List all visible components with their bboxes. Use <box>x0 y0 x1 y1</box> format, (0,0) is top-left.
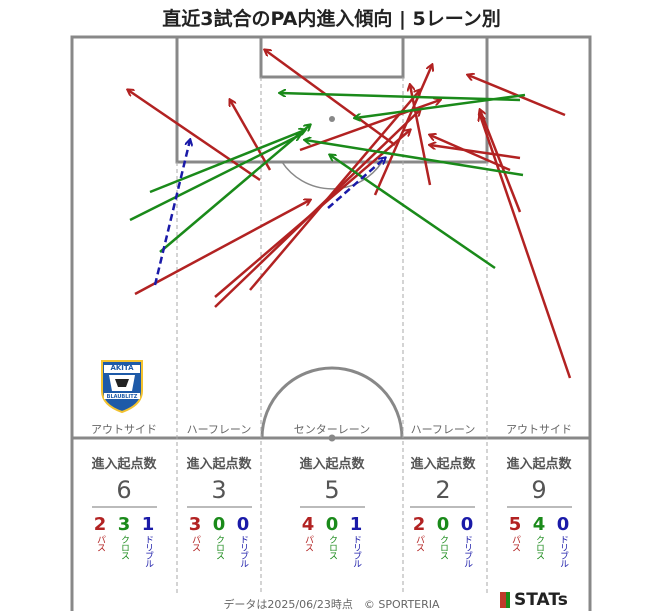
pass-arrow <box>430 135 511 172</box>
lane-stat-breakdown: 4 パス 0 クロス 1 ドリブル <box>282 514 382 568</box>
dribble-label: ドリブル <box>238 535 248 567</box>
pass-arrow <box>249 90 420 291</box>
brand-logo: STATs <box>500 590 568 610</box>
lane-name-halfspace-left: ハーフレーン <box>186 423 252 436</box>
dribble-label: ドリブル <box>558 535 568 567</box>
dribble-label: ドリブル <box>143 535 153 567</box>
cross-arrow <box>305 140 524 177</box>
footer-credit: データは2025/06/23時点 © SPORTERIA <box>223 598 440 611</box>
cross-label: クロス <box>214 535 224 559</box>
pass-arrow <box>299 100 440 152</box>
pass-arrow <box>480 110 522 213</box>
lane-name-halfspace-right: ハーフレーン <box>410 423 476 436</box>
brand-name: STATs <box>514 590 568 610</box>
cross-count: 0 <box>212 514 226 535</box>
pass-arrow <box>430 145 521 160</box>
pass-count: 2 <box>412 514 426 535</box>
center-circle <box>260 366 404 439</box>
pass-arrow <box>410 85 432 186</box>
lane-stat-breakdown: 2 パス 3 クロス 1 ドリブル <box>74 514 174 568</box>
lane-stat-header: 進入起点数 <box>410 457 476 472</box>
center-spot <box>328 434 336 442</box>
pass-arrow <box>214 110 420 308</box>
lane-stat-header: 進入起点数 <box>91 457 157 472</box>
pass-label: パス <box>190 535 200 551</box>
lane-stat-breakdown: 3 パス 0 クロス 0 ドリブル <box>169 514 269 568</box>
cross-label: クロス <box>534 535 544 559</box>
cross-label: クロス <box>327 535 337 559</box>
pass-count: 2 <box>93 514 107 535</box>
pass-label: パス <box>95 535 105 551</box>
lane-stat-total: 9 <box>531 476 547 504</box>
pass-arrow <box>230 100 272 171</box>
lane-name-outside-right: アウトサイド <box>506 423 572 436</box>
pass-count: 5 <box>508 514 522 535</box>
pass-arrow <box>128 90 261 182</box>
cross-count: 4 <box>532 514 546 535</box>
dribble-count: 0 <box>460 514 474 535</box>
dribble-label: ドリブル <box>351 535 361 567</box>
dribble-count: 1 <box>349 514 363 535</box>
pass-arrow <box>480 115 572 379</box>
lane-stat-breakdown: 5 パス 4 クロス 0 ドリブル <box>489 514 589 568</box>
club-logo <box>101 360 143 413</box>
penalty-spot <box>329 116 335 122</box>
dribble-arrow <box>327 158 385 209</box>
cross-arrow <box>330 155 496 270</box>
cross-count: 3 <box>117 514 131 535</box>
dribble-count: 1 <box>141 514 155 535</box>
lane-stat-header: 進入起点数 <box>299 457 365 472</box>
lane-stat-header: 進入起点数 <box>186 457 252 472</box>
lane-name-outside-left: アウトサイド <box>91 423 157 436</box>
penalty-arc <box>281 161 383 190</box>
dribble-count: 0 <box>236 514 250 535</box>
logo-text-top: AKITA <box>110 364 134 372</box>
lane-stat-total: 6 <box>116 476 132 504</box>
cross-count: 0 <box>325 514 339 535</box>
cross-label: クロス <box>438 535 448 559</box>
lane-stat-total: 3 <box>211 476 227 504</box>
page-title: 直近3試合のPA内進入傾向 | 5レーン別 <box>162 8 501 30</box>
lane-stat-total: 2 <box>435 476 451 504</box>
logo-text-bottom: BLAUBLITZ <box>106 394 138 400</box>
cross-label: クロス <box>119 535 129 559</box>
dribble-arrow <box>153 140 190 286</box>
lane-stat-total: 5 <box>324 476 340 504</box>
goal-area <box>259 35 405 79</box>
dribble-label: ドリブル <box>462 535 472 567</box>
cross-arrow <box>280 93 521 102</box>
lane-stat-header: 進入起点数 <box>506 457 572 472</box>
lane-stat-breakdown: 2 パス 0 クロス 0 ドリブル <box>393 514 493 568</box>
pass-arrow <box>134 200 310 296</box>
cross-arrow <box>149 130 305 194</box>
cross-arrow <box>129 135 300 222</box>
pass-label: パス <box>303 535 313 551</box>
dribble-count: 0 <box>556 514 570 535</box>
lane-name-center: センターレーン <box>293 423 371 436</box>
pass-arrow <box>265 50 396 147</box>
pass-label: パス <box>510 535 520 551</box>
arrow-layer <box>128 50 572 379</box>
stats-logo-icon <box>500 592 510 608</box>
pass-count: 4 <box>301 514 315 535</box>
lane-dividers <box>176 77 488 595</box>
pass-count: 3 <box>188 514 202 535</box>
cross-arrow <box>355 93 526 118</box>
cross-count: 0 <box>436 514 450 535</box>
pass-label: パス <box>414 535 424 551</box>
cross-arrow <box>159 125 310 253</box>
pass-arrow <box>373 65 432 196</box>
